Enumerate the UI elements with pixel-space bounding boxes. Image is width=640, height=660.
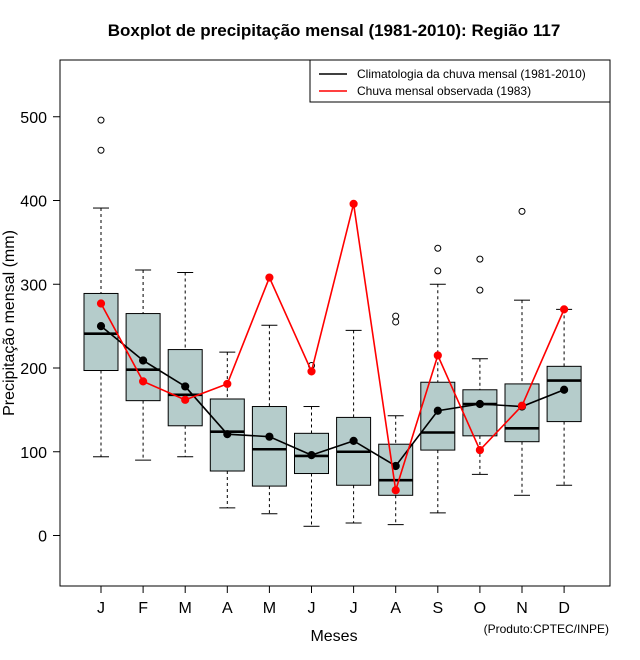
box-9 [420, 244, 456, 514]
series-point [96, 299, 106, 308]
x-tick-label: S [432, 600, 443, 617]
x-tick-label: N [516, 600, 528, 617]
chart-title: Boxplot de precipitação mensal (1981-201… [108, 21, 561, 40]
series-point [391, 486, 400, 495]
series-point [560, 305, 569, 314]
x-tick-label: D [558, 600, 570, 617]
y-tick-label: 100 [20, 445, 47, 462]
series-point [265, 273, 274, 282]
outlier-point [392, 318, 400, 326]
legend-label-climatology: Climatologia da chuva mensal (1981-2010) [357, 67, 586, 81]
outlier-point [476, 255, 484, 263]
outlier-point [518, 207, 526, 215]
plot-area [83, 116, 582, 527]
credit-text: (Produto:CPTEC/INPE) [484, 622, 609, 636]
box-7 [336, 329, 372, 524]
box-3 [167, 272, 203, 458]
outlier-point [97, 116, 105, 124]
series-point [475, 445, 484, 455]
series-point [475, 399, 484, 409]
legend-label-observed: Chuva mensal observada (1983) [357, 84, 531, 98]
series-point [96, 322, 106, 331]
box-6 [294, 361, 329, 527]
series-point [307, 451, 316, 460]
series-climatology [96, 322, 569, 471]
y-tick-label: 300 [20, 277, 47, 294]
outlier-point [476, 286, 484, 294]
box-10 [462, 255, 498, 475]
series-point [433, 351, 442, 360]
series-observed [96, 199, 569, 495]
x-axis-label: Meses [310, 628, 357, 645]
box-2 [125, 269, 161, 461]
series-point [181, 395, 190, 404]
outlier-point [434, 244, 442, 252]
series-point [223, 379, 232, 389]
box-1 [83, 116, 119, 458]
y-axis-label: Precipitação mensal (mm) [1, 230, 18, 416]
series-point [307, 367, 316, 376]
box-iqr [504, 383, 540, 443]
series-point [139, 356, 148, 365]
box-iqr [251, 406, 287, 487]
series-point [517, 401, 527, 410]
series-point [433, 406, 442, 415]
y-tick-label: 400 [20, 194, 47, 211]
y-tick-label: 200 [20, 361, 47, 378]
y-tick-label: 0 [38, 529, 47, 546]
series-point [223, 430, 232, 439]
x-tick-label: M [179, 600, 192, 617]
x-tick-label: A [222, 600, 233, 617]
outlier-point [97, 146, 105, 154]
box-5 [251, 324, 287, 515]
x-tick-label: J [97, 600, 105, 617]
series-line [100, 203, 565, 491]
series-point [349, 436, 358, 445]
x-tick-label: A [390, 600, 401, 617]
axes: 0 100 200 300 400 500 J F M A M J J A S O N D [20, 110, 570, 617]
x-tick-label: J [350, 600, 358, 617]
outlier-point [434, 267, 442, 275]
series-point [560, 385, 569, 394]
box-4 [209, 351, 245, 509]
box-iqr [462, 389, 498, 437]
x-tick-label: J [308, 600, 316, 617]
series-point [349, 199, 358, 208]
legend: Climatologia da chuva mensal (1981-2010)… [309, 59, 611, 103]
x-tick-label: M [263, 600, 276, 617]
box-12 [546, 308, 582, 486]
series-point [139, 377, 148, 386]
x-tick-label: O [474, 600, 486, 617]
series-point [181, 382, 190, 391]
series-line [100, 325, 565, 468]
x-tick-label: F [138, 600, 148, 617]
outlier-point [392, 312, 400, 320]
box-11 [504, 207, 540, 496]
y-tick-label: 500 [20, 110, 47, 127]
legend-box [309, 59, 611, 103]
series-point [265, 432, 274, 441]
